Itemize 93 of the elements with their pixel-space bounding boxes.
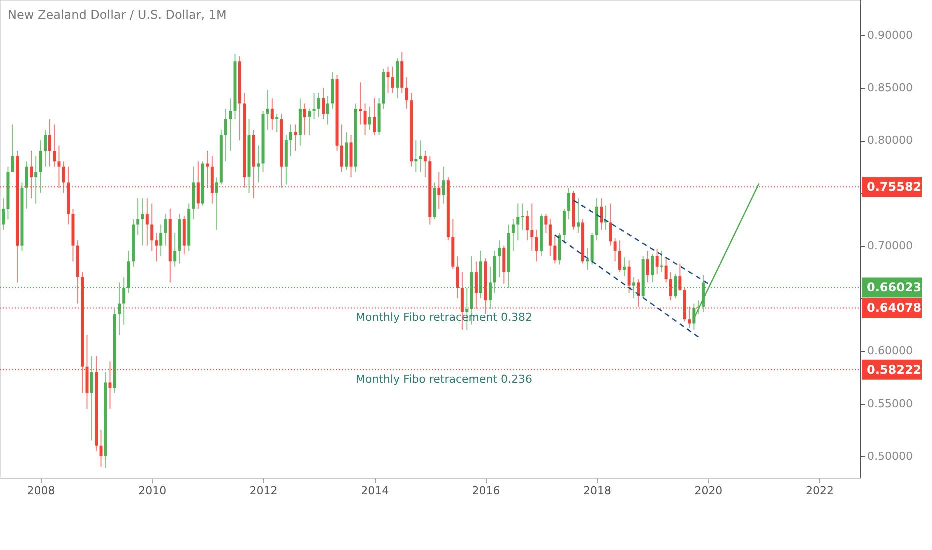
candlestick [660, 250, 664, 273]
candlestick [229, 98, 232, 152]
candlestick [289, 124, 292, 157]
candlestick [150, 203, 154, 252]
candlestick [554, 234, 557, 264]
x-tick-label: 2016 [472, 484, 500, 498]
candlestick [318, 92, 320, 118]
candlestick [646, 250, 650, 284]
candlestick [609, 203, 612, 246]
candlestick [424, 150, 427, 178]
y-tick-label: 0.85000 [868, 81, 913, 94]
candlestick [266, 90, 270, 131]
candlestick [368, 106, 372, 131]
y-tick-label: 0.70000 [868, 239, 913, 252]
candlestick [136, 198, 140, 236]
candlestick [174, 232, 177, 268]
candlestick [11, 124, 14, 173]
candlestick [568, 187, 571, 220]
candlestick [44, 130, 48, 168]
ref-line-label: 0.75582 [867, 180, 922, 194]
candlestick [141, 198, 144, 246]
candlestick [516, 203, 520, 242]
x-tick-label: 2018 [584, 484, 612, 498]
candlestick [600, 198, 604, 231]
candlestick [535, 230, 538, 262]
candlestick [414, 140, 418, 173]
candlestick [586, 247, 590, 271]
candlestick [618, 240, 622, 273]
candlestick [526, 210, 529, 242]
annotation: Monthly Fibo retracement 0.236 [356, 372, 533, 386]
text: New Zealand Dollar / U.S. Dollar, 1M [8, 8, 227, 22]
candlestick [53, 124, 56, 168]
candlestick [373, 98, 376, 136]
candlestick [164, 214, 168, 246]
candlestick [544, 214, 548, 234]
candlestick [456, 256, 460, 299]
candlestick [270, 98, 274, 131]
x-tick-label: 2014 [361, 484, 390, 498]
x-tick-label: 2010 [138, 484, 167, 498]
candlestick [48, 119, 52, 168]
candlestick [364, 103, 367, 136]
candlestick [294, 124, 298, 152]
candlestick [521, 203, 524, 231]
x-tick-label: 2008 [27, 484, 56, 498]
candlestick [146, 198, 149, 246]
candlestick [276, 114, 279, 133]
candlestick [100, 430, 103, 468]
candlestick [39, 140, 42, 194]
ref-line-label: 0.58222 [867, 362, 922, 377]
candlestick [322, 87, 326, 120]
candlestick [224, 108, 228, 162]
candlestick [651, 254, 654, 284]
candlestick [442, 166, 446, 204]
candlestick [34, 156, 38, 204]
y-tick-label: 0.90000 [868, 28, 913, 42]
y-tick-label: 0.60000 [868, 344, 913, 358]
ref-line-label: 0.64078 [867, 301, 922, 316]
candlestick [312, 92, 316, 120]
candlestick [512, 219, 515, 252]
candlestick [326, 96, 330, 126]
candlestick [419, 140, 422, 173]
candlestick [25, 161, 28, 210]
ref-line-label: 0.66023 [867, 280, 922, 295]
x-tick-label: 2020 [694, 484, 723, 498]
y-tick-label: 0.50000 [868, 450, 913, 463]
candlestick [359, 82, 362, 126]
candlestick [664, 258, 668, 284]
x-tick-label: 2012 [250, 484, 278, 498]
candlestick [628, 260, 631, 294]
y-tick-label: 0.80000 [868, 134, 913, 148]
candlestick [678, 263, 682, 292]
candlestick [498, 240, 502, 278]
candlestick [548, 219, 552, 257]
candlestick [391, 66, 394, 94]
candlestick [90, 356, 94, 442]
candlestick [215, 176, 218, 231]
candlestick [576, 198, 580, 234]
candlestick [530, 203, 534, 252]
candlestick [2, 198, 5, 231]
candlestick [340, 124, 344, 173]
candlestick [405, 76, 408, 110]
candlestick [155, 232, 158, 262]
candlestick [623, 256, 626, 277]
candlestick [656, 248, 659, 275]
candlestick [160, 224, 163, 257]
candlestick [669, 272, 672, 302]
candlestick [303, 103, 306, 136]
y-tick-label: 0.55000 [868, 397, 913, 410]
x-tick-label: 2022 [806, 484, 834, 498]
candlestick [308, 108, 312, 136]
candlestick [386, 66, 390, 94]
candlestick [614, 238, 617, 262]
candlestick [257, 145, 260, 184]
